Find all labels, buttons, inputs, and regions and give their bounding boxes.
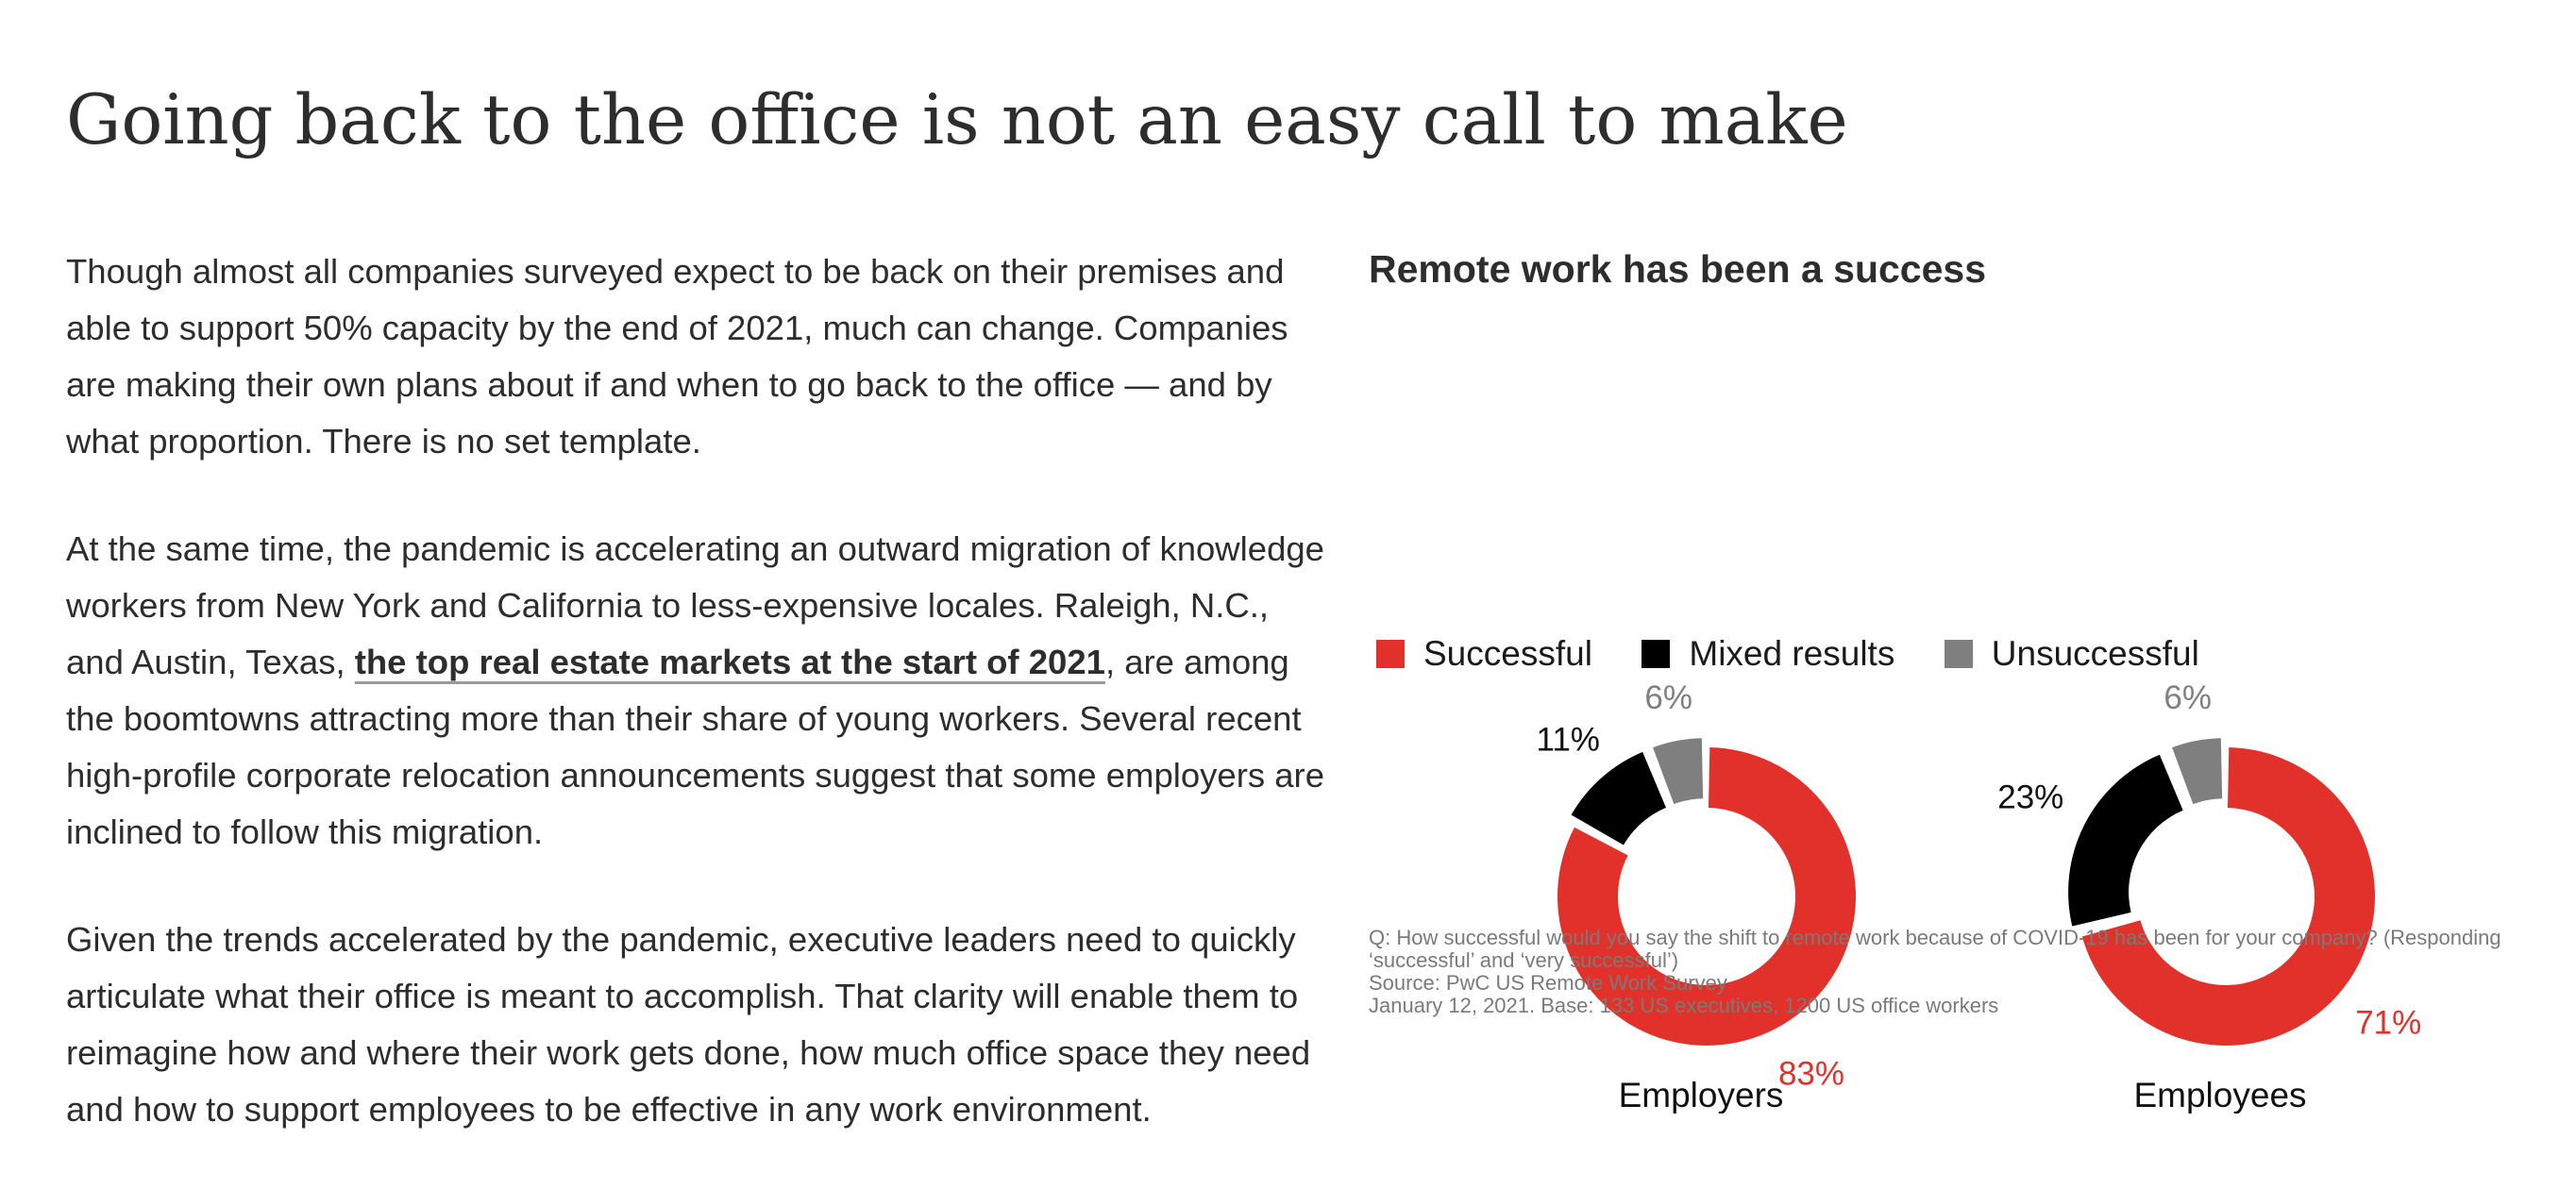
legend-label-successful: Successful <box>1423 634 1592 673</box>
paragraph-2: At the same time, the pandemic is accele… <box>66 521 1331 861</box>
legend-item-mixed: Mixed results <box>1642 634 1894 674</box>
donut-slice-employers-mixed <box>1571 751 1666 846</box>
legend-swatch-successful <box>1376 640 1405 668</box>
page-title: Going back to the office is not an easy … <box>66 80 1848 160</box>
legend-label-unsuccessful: Unsuccessful <box>1991 634 2199 673</box>
real-estate-markets-link[interactable]: the top real estate markets at the start… <box>354 643 1105 681</box>
donut-label-employers-successful: 83% <box>1778 1056 1844 1093</box>
legend-item-successful: Successful <box>1376 634 1592 674</box>
donut-slice-employers-successful <box>1557 747 1856 1046</box>
donut-slice-employers-unsuccessful <box>1653 738 1704 805</box>
donut-label-employees-successful: 71% <box>2355 1005 2421 1042</box>
donut-label-employees-mixed: 23% <box>1997 779 2063 816</box>
chart-title: Remote work has been a success <box>1369 247 1987 291</box>
footnote-question: Q: How successful would you say the shif… <box>1369 926 2501 972</box>
donut-slice-employees-mixed <box>2068 754 2183 927</box>
chart-footnote: Q: How successful would you say the shif… <box>1369 927 2549 1017</box>
donut-caption-employees: Employees <box>2133 1076 2306 1114</box>
legend-label-mixed: Mixed results <box>1689 634 1895 673</box>
paragraph-2-text-end: , are among the boomtowns attracting mor… <box>66 643 1324 851</box>
donut-slice-employees-successful <box>2081 747 2375 1046</box>
footnote-source: Source: PwC US Remote Work Survey <box>1369 971 1727 995</box>
footnote-date: January 12, 2021. Base: 133 US executive… <box>1369 994 1999 1017</box>
donut-label-employees-unsuccessful: 6% <box>2164 679 2212 716</box>
paragraph-1: Though almost all companies surveyed exp… <box>66 252 1288 461</box>
donut-label-employers-mixed: 11% <box>1536 721 1599 758</box>
legend-swatch-mixed <box>1642 640 1671 668</box>
article-body: Though almost all companies surveyed exp… <box>66 243 1331 1189</box>
legend-swatch-unsuccessful <box>1944 640 1973 668</box>
donut-slice-employees-unsuccessful <box>2172 738 2223 805</box>
paragraph-2-text-start: At the same time, the pandemic is accele… <box>66 529 1324 681</box>
donut-caption-employers: Employers <box>1619 1076 1784 1114</box>
chart-legend: Successful Mixed results Unsuccessful <box>1376 634 2245 674</box>
paragraph-3: Given the trends accelerated by the pand… <box>66 920 1311 1129</box>
donut-label-employers-unsuccessful: 6% <box>1644 679 1692 716</box>
legend-item-unsuccessful: Unsuccessful <box>1944 634 2199 674</box>
donut-charts: 83% 11% 6% Employers 71% 23% 6% Employees <box>1536 679 2421 1114</box>
